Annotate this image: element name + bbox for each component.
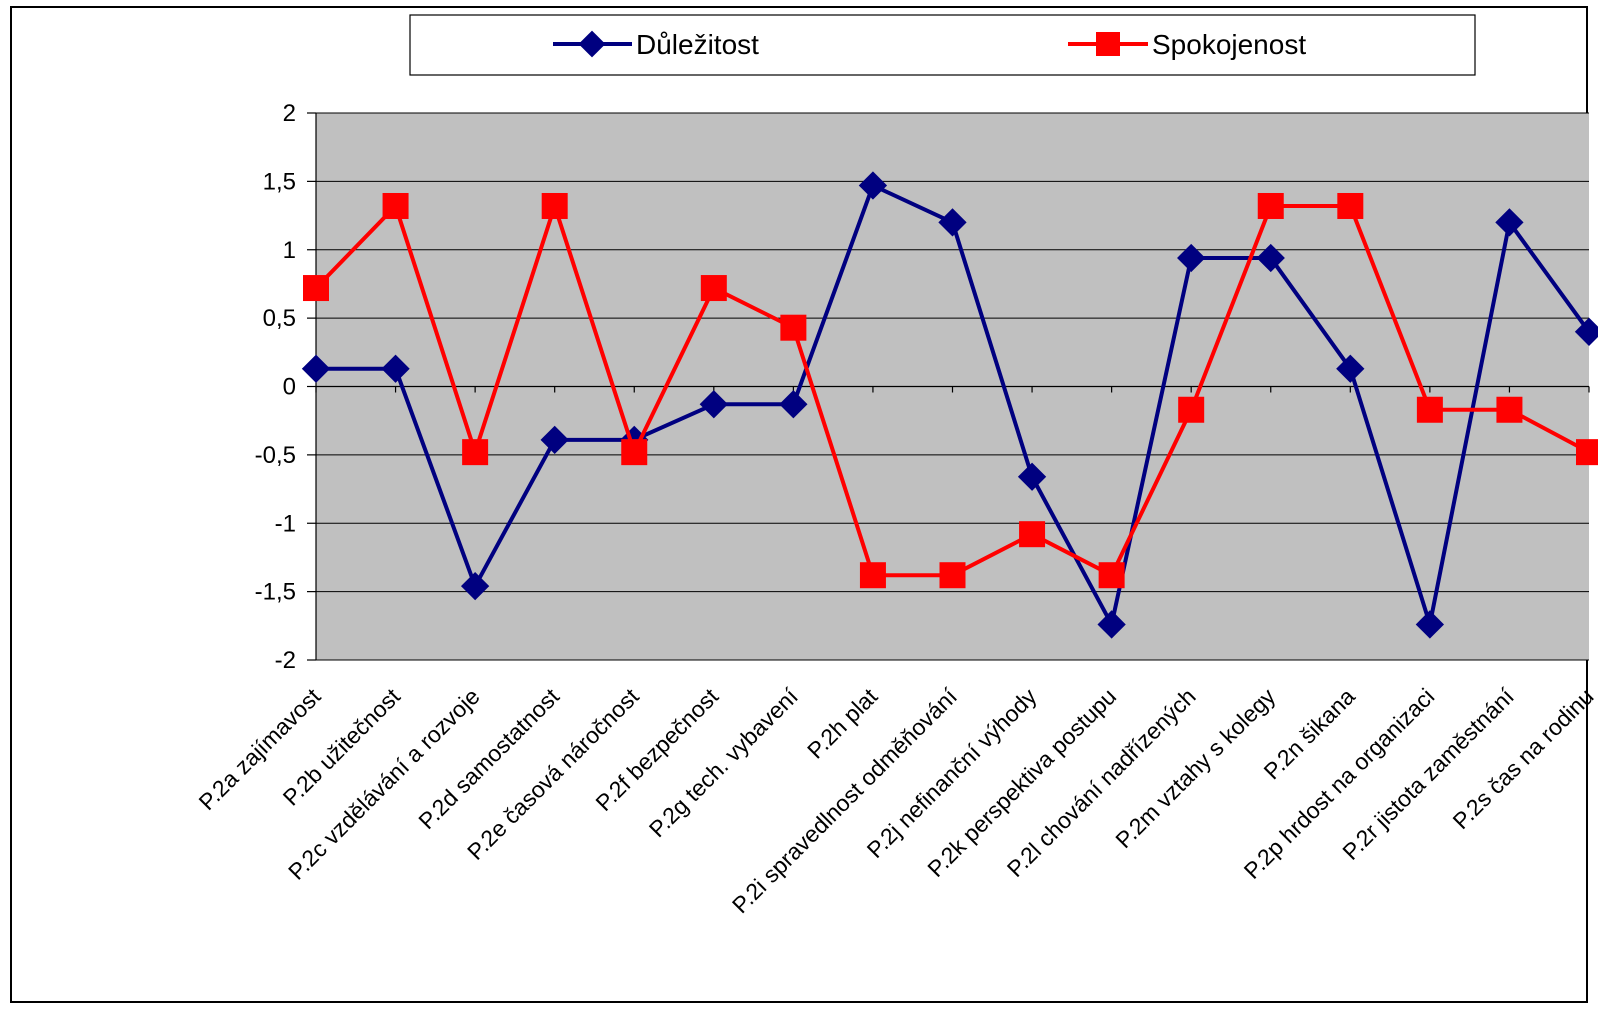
legend: Důležitost Spokojenost	[409, 14, 1476, 76]
data-point-importance	[1017, 462, 1047, 491]
data-point-importance	[858, 171, 888, 200]
y-tick-label: 0	[283, 374, 296, 401]
data-point-satisfaction	[1416, 396, 1443, 423]
y-tick-label: -2	[275, 647, 296, 674]
data-point-satisfaction	[1337, 192, 1364, 219]
legend-label-importance: Důležitost	[636, 29, 759, 60]
legend-marker-satisfaction	[1096, 32, 1120, 56]
data-point-satisfaction	[1019, 521, 1046, 548]
data-point-satisfaction	[1257, 192, 1284, 219]
data-point-satisfaction	[1576, 439, 1598, 466]
y-tick-label: 0,5	[263, 305, 296, 332]
data-point-importance	[1495, 208, 1524, 237]
data-point-satisfaction	[462, 439, 489, 466]
data-point-importance	[1097, 610, 1126, 639]
data-point-satisfaction	[700, 275, 727, 302]
data-point-importance	[301, 354, 331, 383]
data-point-importance	[1415, 610, 1445, 639]
data-point-satisfaction	[541, 192, 568, 219]
data-point-importance	[460, 572, 490, 601]
data-point-satisfaction	[1178, 396, 1205, 423]
y-tick-label: -0,5	[255, 442, 296, 469]
y-tick-label: 2	[283, 100, 296, 127]
data-point-importance	[1574, 317, 1598, 346]
data-point-satisfaction	[303, 275, 329, 302]
y-tick-label: 1,5	[263, 168, 296, 195]
data-point-satisfaction	[859, 562, 886, 589]
data-point-importance	[381, 354, 410, 383]
data-point-satisfaction	[1098, 562, 1125, 589]
y-tick-label: -1	[275, 510, 296, 537]
y-tick-label: -1,5	[255, 579, 296, 606]
data-point-satisfaction	[780, 314, 807, 341]
data-point-importance	[1256, 243, 1285, 273]
data-point-importance	[1177, 243, 1206, 273]
data-point-importance	[540, 425, 569, 454]
data-point-importance	[779, 390, 808, 419]
data-point-importance	[699, 390, 728, 419]
legend-label-satisfaction: Spokojenost	[1152, 29, 1306, 60]
data-point-importance	[1336, 354, 1365, 383]
data-point-satisfaction	[621, 439, 648, 466]
y-tick-label: 1	[283, 237, 296, 264]
data-point-importance	[938, 208, 967, 237]
data-point-satisfaction	[939, 562, 966, 589]
data-point-satisfaction	[1496, 396, 1523, 423]
data-point-satisfaction	[382, 192, 409, 219]
